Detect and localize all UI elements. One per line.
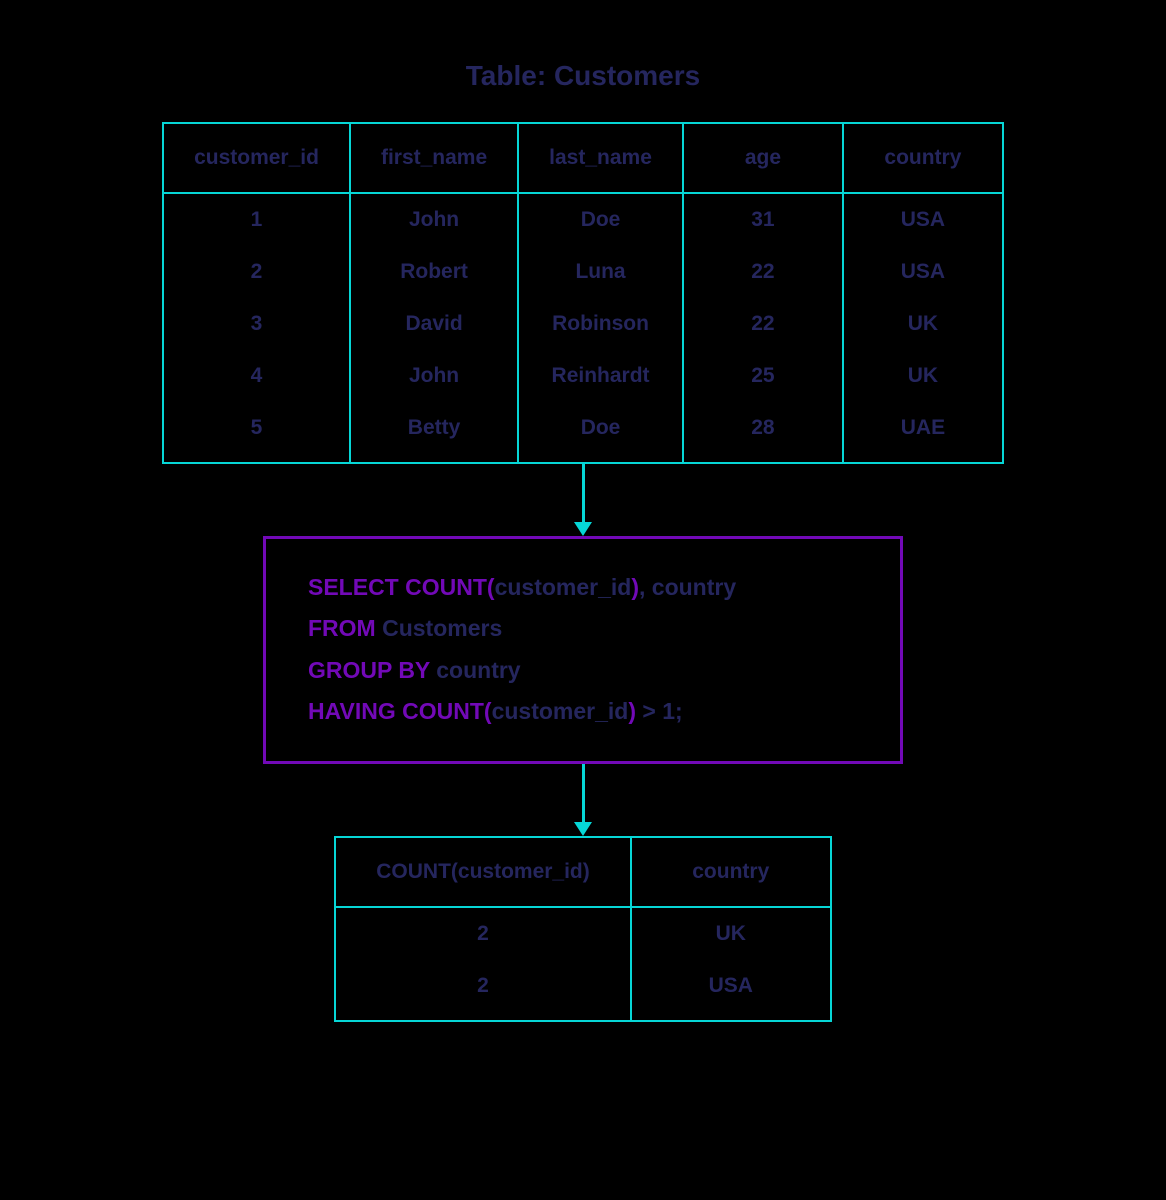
table-row: 5BettyDoe28UAE — [163, 402, 1003, 463]
table-cell: UK — [631, 907, 831, 960]
query-line: GROUP BY country — [308, 650, 858, 691]
table-row: 2UK — [335, 907, 831, 960]
table-cell: 3 — [163, 298, 350, 350]
arrow-down-icon — [574, 464, 592, 536]
table-cell: 2 — [335, 960, 631, 1021]
table-cell: Betty — [350, 402, 518, 463]
table-row: 3DavidRobinson22UK — [163, 298, 1003, 350]
column-header: country — [631, 837, 831, 907]
table-cell: John — [350, 193, 518, 246]
column-header: first_name — [350, 123, 518, 193]
query-line: SELECT COUNT(customer_id), country — [308, 567, 858, 608]
table-row: 2USA — [335, 960, 831, 1021]
table-cell: John — [350, 350, 518, 402]
sql-query-box: SELECT COUNT(customer_id), countryFROM C… — [263, 536, 903, 764]
column-header: customer_id — [163, 123, 350, 193]
sql-keyword: FROM — [308, 615, 382, 641]
column-header: country — [843, 123, 1003, 193]
table-cell: Luna — [518, 246, 683, 298]
table-cell: Reinhardt — [518, 350, 683, 402]
sql-keyword: HAVING COUNT( — [308, 698, 492, 724]
sql-keyword: ) — [631, 574, 639, 600]
sql-text: , country — [639, 574, 736, 600]
arrow-down-icon — [574, 764, 592, 836]
table-cell: USA — [843, 193, 1003, 246]
table-cell: 4 — [163, 350, 350, 402]
query-line: FROM Customers — [308, 608, 858, 649]
table-row: 4JohnReinhardt25UK — [163, 350, 1003, 402]
table-cell: UK — [843, 350, 1003, 402]
sql-text: customer_id — [492, 698, 629, 724]
table-cell: 2 — [335, 907, 631, 960]
sql-text: country — [436, 657, 520, 683]
table-row: 2RobertLuna22USA — [163, 246, 1003, 298]
table-cell: USA — [631, 960, 831, 1021]
query-line: HAVING COUNT(customer_id) > 1; — [308, 691, 858, 732]
table-cell: David — [350, 298, 518, 350]
table-cell: 25 — [683, 350, 843, 402]
column-header: last_name — [518, 123, 683, 193]
column-header: age — [683, 123, 843, 193]
table-cell: Robert — [350, 246, 518, 298]
table-cell: UAE — [843, 402, 1003, 463]
table-cell: 2 — [163, 246, 350, 298]
table-title: Table: Customers — [466, 60, 700, 92]
table-cell: Doe — [518, 193, 683, 246]
table-cell: Doe — [518, 402, 683, 463]
sql-keyword: GROUP BY — [308, 657, 436, 683]
sql-keyword: SELECT COUNT( — [308, 574, 495, 600]
customers-table: customer_idfirst_namelast_nameagecountry… — [162, 122, 1004, 464]
table-cell: Robinson — [518, 298, 683, 350]
table-cell: UK — [843, 298, 1003, 350]
sql-text: Customers — [382, 615, 502, 641]
sql-keyword: ) — [628, 698, 636, 724]
table-cell: USA — [843, 246, 1003, 298]
table-cell: 22 — [683, 298, 843, 350]
result-table: COUNT(customer_id)country 2UK2USA — [334, 836, 832, 1022]
table-cell: 1 — [163, 193, 350, 246]
table-cell: 5 — [163, 402, 350, 463]
table-row: 1JohnDoe31USA — [163, 193, 1003, 246]
column-header: COUNT(customer_id) — [335, 837, 631, 907]
table-cell: 28 — [683, 402, 843, 463]
table-cell: 22 — [683, 246, 843, 298]
sql-text: > 1; — [636, 698, 683, 724]
sql-text: customer_id — [495, 574, 632, 600]
table-cell: 31 — [683, 193, 843, 246]
